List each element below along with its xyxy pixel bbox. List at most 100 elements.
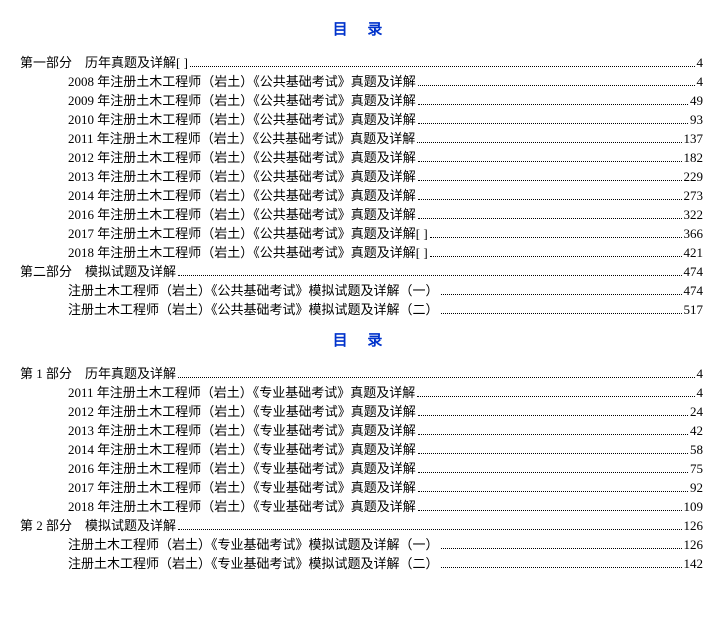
toc-entry-row: 2010 年注册土木工程师（岩土）《公共基础考试》真题及详解 93	[20, 110, 703, 129]
toc-leader-dots	[418, 510, 682, 511]
toc-entry-label: 2009 年注册土木工程师（岩土）《公共基础考试》真题及详解	[20, 91, 416, 110]
toc-page-number: 92	[690, 478, 703, 497]
toc-page-number: 137	[684, 129, 704, 148]
toc-leader-dots	[418, 434, 688, 435]
toc-page-number: 42	[690, 421, 703, 440]
toc-page-number: 182	[684, 148, 704, 167]
toc-entry-row: 2008 年注册土木工程师（岩土）《公共基础考试》真题及详解 4	[20, 72, 703, 91]
toc-entry-row: 2011 年注册土木工程师（岩土）《专业基础考试》真题及详解 4	[20, 383, 703, 402]
toc-title-1: 目 录	[20, 18, 703, 39]
toc-leader-dots	[430, 237, 682, 238]
toc-leader-dots	[441, 548, 682, 549]
toc-page-number: 24	[690, 402, 703, 421]
toc-page-number: 474	[684, 262, 704, 281]
toc-page-number: 4	[697, 72, 704, 91]
toc-entry-row: 2013 年注册土木工程师（岩土）《公共基础考试》真题及详解 229	[20, 167, 703, 186]
toc-entry-label: 2013 年注册土木工程师（岩土）《专业基础考试》真题及详解	[20, 421, 416, 440]
toc-leader-dots	[418, 104, 688, 105]
toc-leader-dots	[441, 567, 682, 568]
toc-entry-row: 2012 年注册土木工程师（岩土）《公共基础考试》真题及详解182	[20, 148, 703, 167]
toc-entry-label: 注册土木工程师（岩土）《公共基础考试》模拟试题及详解（一）	[20, 281, 439, 300]
toc-entry-row: 2009 年注册土木工程师（岩土）《公共基础考试》真题及详解 49	[20, 91, 703, 110]
toc-section-label: 第二部分 模拟试题及详解	[20, 262, 176, 281]
toc-entry-row: 2016 年注册土木工程师（岩土）《公共基础考试》真题及详解 322	[20, 205, 703, 224]
toc-section-label: 第一部分 历年真题及详解[ ]	[20, 53, 188, 72]
toc-section-row: 第二部分 模拟试题及详解 474	[20, 262, 703, 281]
toc-leader-dots	[178, 275, 681, 276]
toc-entry-row: 2017 年注册土木工程师（岩土）《公共基础考试》真题及详解[ ] 366	[20, 224, 703, 243]
toc-page-number: 93	[690, 110, 703, 129]
toc-page-number: 366	[684, 224, 704, 243]
toc-page-number: 58	[690, 440, 703, 459]
toc-section-label: 第 2 部分 模拟试题及详解	[20, 516, 176, 535]
toc-entry-label: 2008 年注册土木工程师（岩土）《公共基础考试》真题及详解	[20, 72, 416, 91]
toc-entry-row: 2014 年注册土木工程师（岩土）《专业基础考试》真题及详解 58	[20, 440, 703, 459]
toc-page-number: 322	[684, 205, 704, 224]
toc-page-number: 4	[697, 383, 704, 402]
toc-page-number: 75	[690, 459, 703, 478]
toc-entry-label: 2016 年注册土木工程师（岩土）《专业基础考试》真题及详解	[20, 459, 416, 478]
toc-entry-row: 2014 年注册土木工程师（岩土）《公共基础考试》真题及详解 273	[20, 186, 703, 205]
toc-entry-row: 2018 年注册土木工程师（岩土）《公共基础考试》真题及详解[ ] 421	[20, 243, 703, 262]
toc-page-number: 517	[684, 300, 704, 319]
toc-entry-label: 2010 年注册土木工程师（岩土）《公共基础考试》真题及详解	[20, 110, 416, 129]
toc-entry-row: 2017 年注册土木工程师（岩土）《专业基础考试》真题及详解 92	[20, 478, 703, 497]
toc-page-number: 4	[697, 364, 704, 383]
toc-entry-label: 注册土木工程师（岩土）《专业基础考试》模拟试题及详解（一）	[20, 535, 439, 554]
toc-section-row: 第一部分 历年真题及详解[ ]4	[20, 53, 703, 72]
toc-leader-dots	[418, 199, 682, 200]
toc-page-number: 126	[684, 535, 704, 554]
toc-leader-dots	[178, 377, 694, 378]
toc-section-label: 第 1 部分 历年真题及详解	[20, 364, 176, 383]
toc-leader-dots	[178, 529, 681, 530]
toc-entry-row: 2012 年注册土木工程师（岩土）《专业基础考试》真题及详解 24	[20, 402, 703, 421]
toc-entry-label: 2018 年注册土木工程师（岩土）《公共基础考试》真题及详解[ ]	[20, 243, 428, 262]
toc-page-number: 142	[684, 554, 704, 573]
toc-leader-dots	[418, 472, 688, 473]
toc-list-1: 第一部分 历年真题及详解[ ]42008 年注册土木工程师（岩土）《公共基础考试…	[20, 53, 703, 319]
toc-entry-label: 注册土木工程师（岩土）《专业基础考试》模拟试题及详解（二）	[20, 554, 439, 573]
toc-entry-row: 注册土木工程师（岩土）《公共基础考试》模拟试题及详解（二） 517	[20, 300, 703, 319]
toc-section-row: 第 2 部分 模拟试题及详解 126	[20, 516, 703, 535]
toc-leader-dots	[417, 396, 694, 397]
toc-leader-dots	[190, 66, 695, 67]
toc-block-2: 目 录 第 1 部分 历年真题及详解42011 年注册土木工程师（岩土）《专业基…	[20, 329, 703, 573]
toc-leader-dots	[441, 294, 682, 295]
toc-leader-dots	[441, 313, 682, 314]
toc-entry-label: 2017 年注册土木工程师（岩土）《公共基础考试》真题及详解[ ]	[20, 224, 428, 243]
toc-block-1: 目 录 第一部分 历年真题及详解[ ]42008 年注册土木工程师（岩土）《公共…	[20, 18, 703, 319]
toc-entry-label: 2016 年注册土木工程师（岩土）《公共基础考试》真题及详解	[20, 205, 416, 224]
toc-entry-row: 2013 年注册土木工程师（岩土）《专业基础考试》真题及详解 42	[20, 421, 703, 440]
toc-entry-row: 2016 年注册土木工程师（岩土）《专业基础考试》真题及详解 75	[20, 459, 703, 478]
toc-entry-label: 2011 年注册土木工程师（岩土）《公共基础考试》真题及详解	[20, 129, 415, 148]
toc-entry-label: 2011 年注册土木工程师（岩土）《专业基础考试》真题及详解	[20, 383, 415, 402]
toc-page-number: 273	[684, 186, 704, 205]
toc-entry-row: 2018 年注册土木工程师（岩土）《专业基础考试》真题及详解 109	[20, 497, 703, 516]
toc-leader-dots	[418, 161, 682, 162]
toc-leader-dots	[418, 491, 688, 492]
toc-page-number: 229	[684, 167, 704, 186]
toc-entry-label: 2014 年注册土木工程师（岩土）《专业基础考试》真题及详解	[20, 440, 416, 459]
toc-leader-dots	[418, 453, 688, 454]
toc-leader-dots	[418, 415, 688, 416]
toc-title-2: 目 录	[20, 329, 703, 350]
toc-leader-dots	[430, 256, 682, 257]
toc-entry-label: 2018 年注册土木工程师（岩土）《专业基础考试》真题及详解	[20, 497, 416, 516]
toc-leader-dots	[417, 142, 681, 143]
toc-entry-row: 注册土木工程师（岩土）《公共基础考试》模拟试题及详解（一） 474	[20, 281, 703, 300]
toc-page-number: 421	[684, 243, 704, 262]
toc-entry-label: 2014 年注册土木工程师（岩土）《公共基础考试》真题及详解	[20, 186, 416, 205]
toc-entry-label: 2012 年注册土木工程师（岩土）《专业基础考试》真题及详解	[20, 402, 416, 421]
toc-entry-label: 2013 年注册土木工程师（岩土）《公共基础考试》真题及详解	[20, 167, 416, 186]
toc-entry-row: 2011 年注册土木工程师（岩土）《公共基础考试》真题及详解 137	[20, 129, 703, 148]
toc-entry-row: 注册土木工程师（岩土）《专业基础考试》模拟试题及详解（一） 126	[20, 535, 703, 554]
toc-page-number: 49	[690, 91, 703, 110]
toc-page-number: 126	[684, 516, 704, 535]
toc-leader-dots	[418, 218, 682, 219]
toc-page-number: 109	[684, 497, 704, 516]
toc-page-number: 474	[684, 281, 704, 300]
toc-entry-label: 注册土木工程师（岩土）《公共基础考试》模拟试题及详解（二）	[20, 300, 439, 319]
toc-leader-dots	[418, 85, 695, 86]
toc-leader-dots	[418, 180, 682, 181]
toc-entry-label: 2017 年注册土木工程师（岩土）《专业基础考试》真题及详解	[20, 478, 416, 497]
